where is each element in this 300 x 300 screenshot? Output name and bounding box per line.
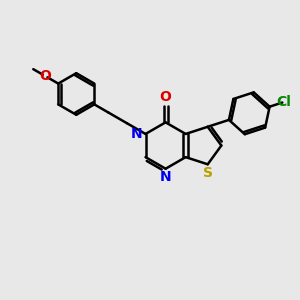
Text: O: O [40, 69, 52, 83]
Text: O: O [160, 90, 172, 104]
Text: S: S [203, 166, 213, 180]
Text: N: N [130, 127, 142, 141]
Text: Cl: Cl [276, 95, 291, 109]
Text: N: N [160, 170, 171, 184]
